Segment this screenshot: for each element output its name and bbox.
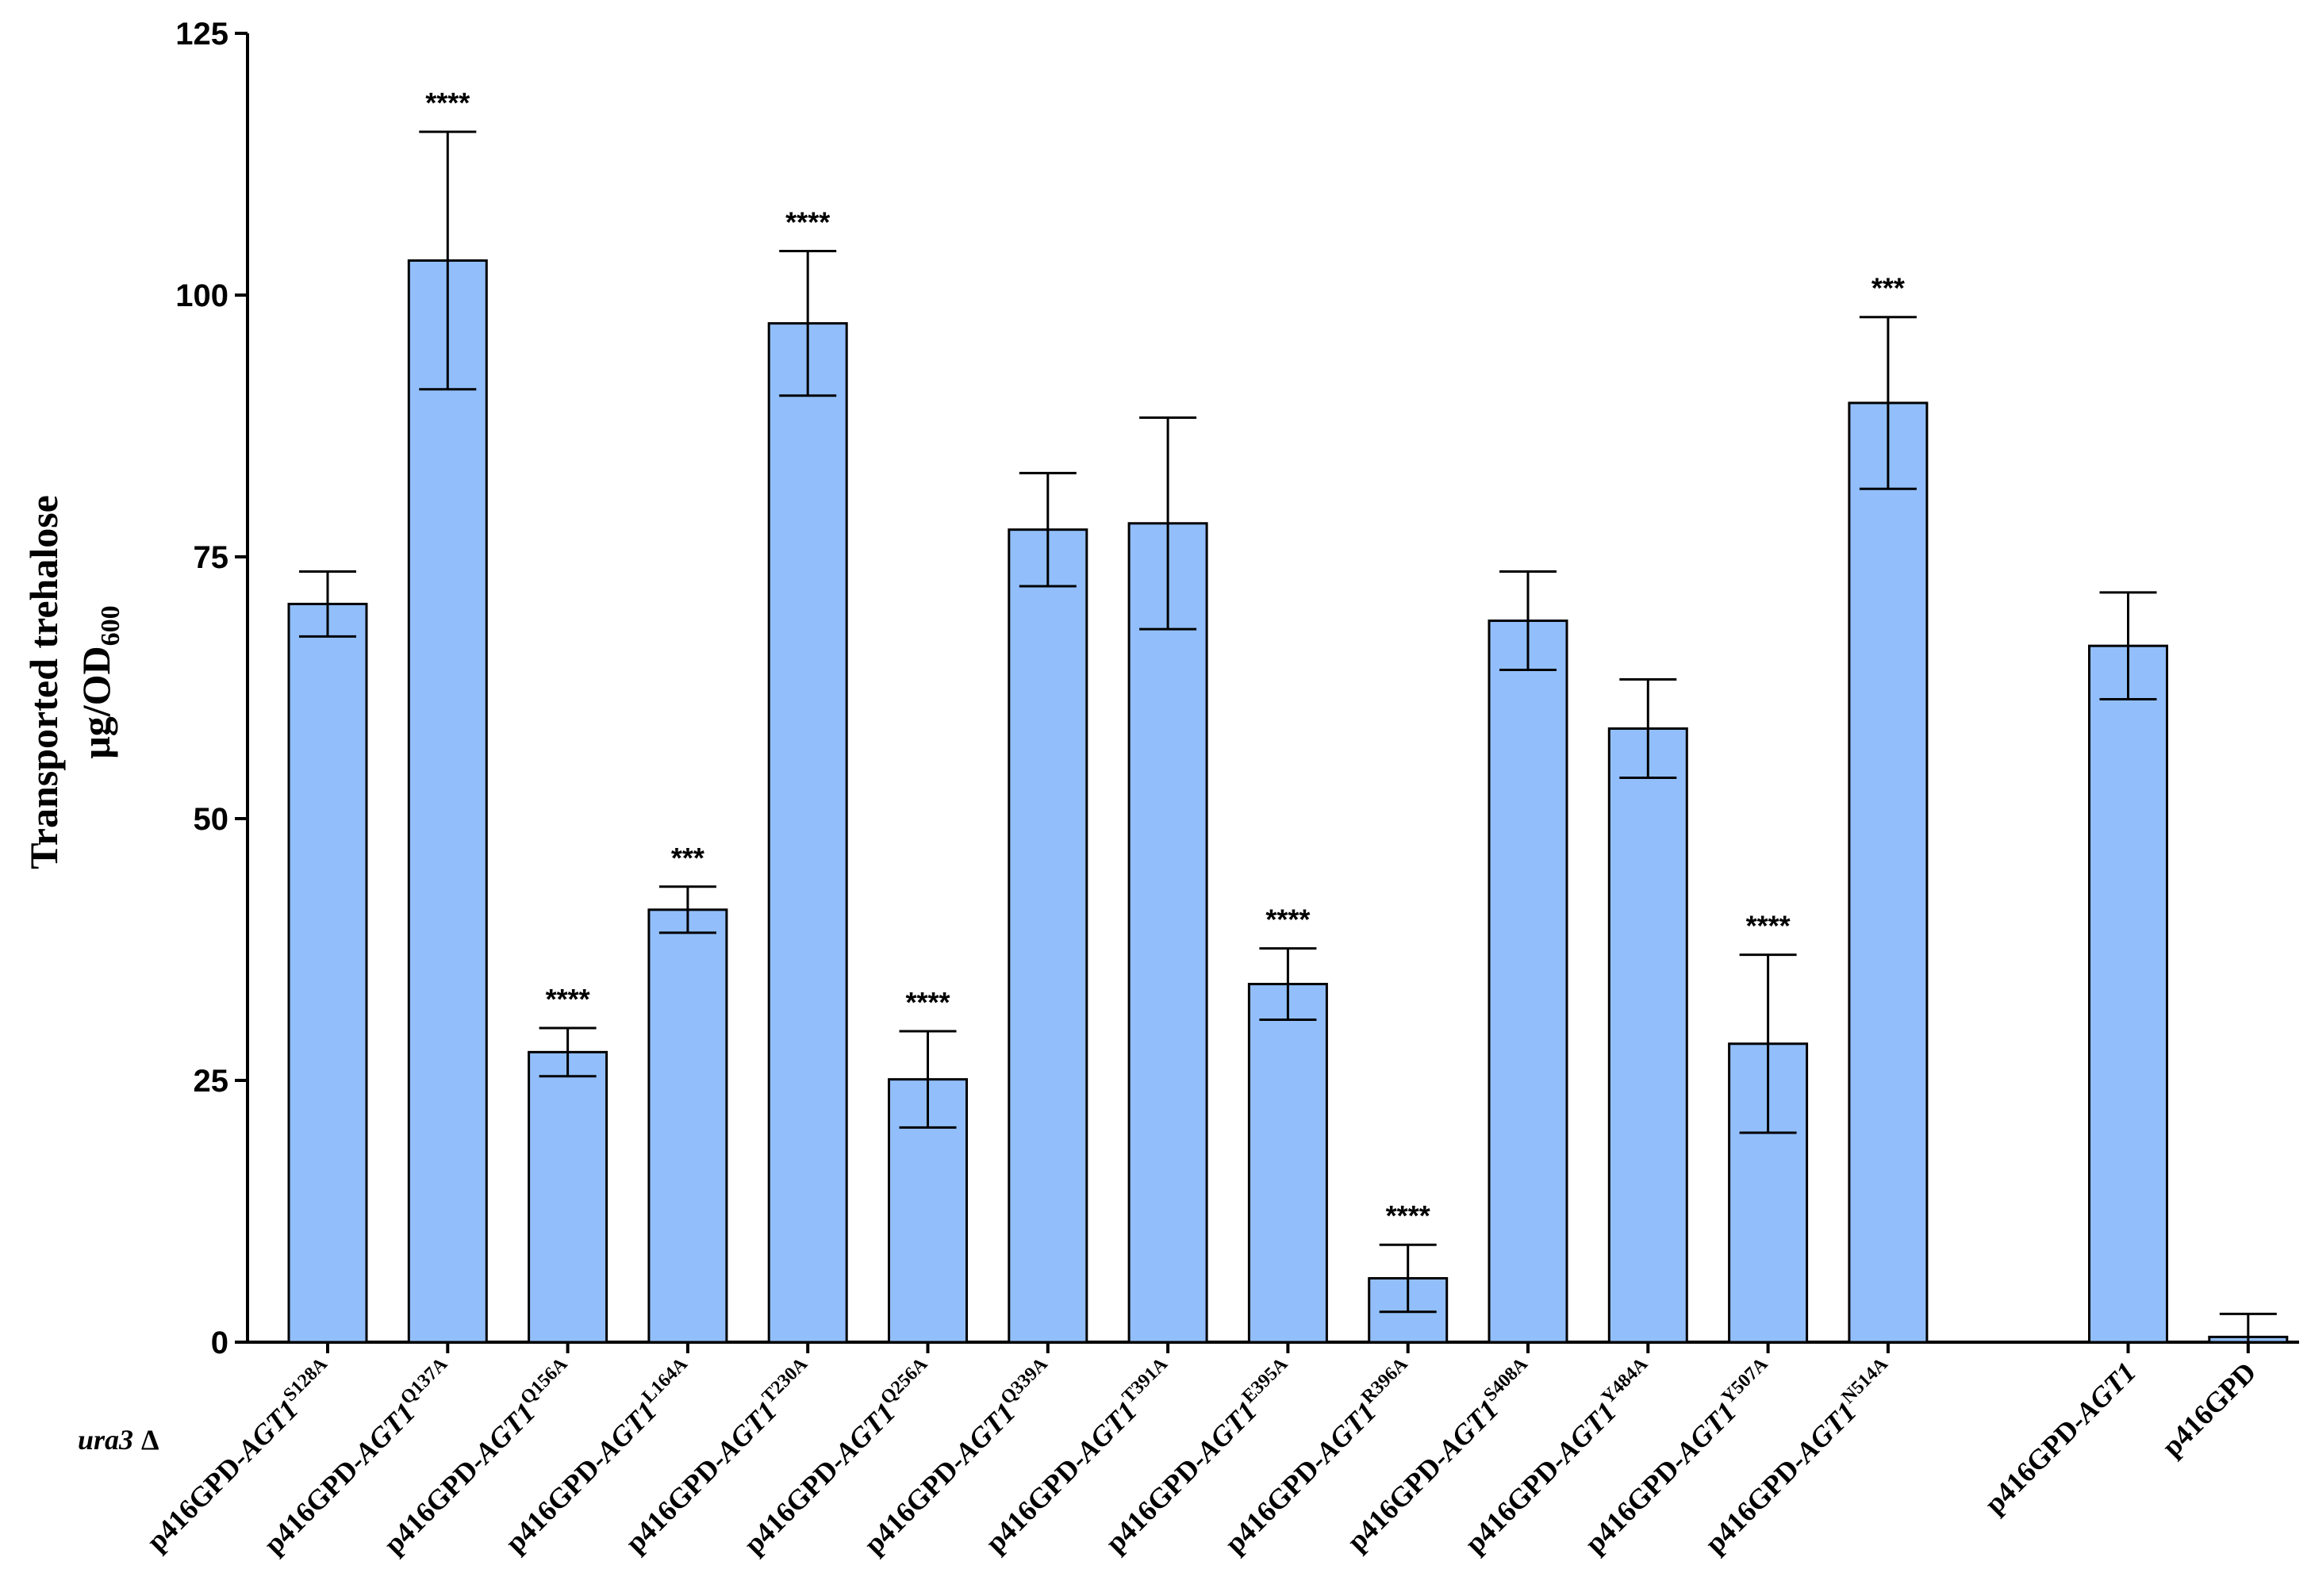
y-axis-label-units-main: μg/OD [74, 646, 118, 758]
category-label-mutation: N514A [1837, 1353, 1892, 1408]
bars [287, 259, 2289, 1344]
bar [287, 602, 368, 1344]
bar [1127, 522, 1208, 1344]
bar [647, 908, 728, 1344]
category-label-mutation: Q256A [877, 1353, 932, 1409]
bar [1488, 620, 1568, 1344]
strain-label: ura3 Δ [78, 1424, 159, 1456]
category-label-prefix: p416GPD- [499, 1445, 612, 1559]
category-label-prefix: p416GPD- [1100, 1445, 1213, 1559]
y-tick-label: 50 [194, 802, 229, 837]
category-label: p416GPD [2156, 1356, 2262, 1462]
bar [407, 259, 488, 1344]
y-tick-label: 100 [175, 278, 228, 313]
significance-labels: ********************************** [425, 86, 1905, 1232]
error-bars [299, 130, 2277, 1344]
category-label-mutation: E395A [1238, 1353, 1292, 1407]
y-tick-label: 0 [211, 1326, 228, 1360]
significance-label: *** [671, 842, 704, 874]
category-labels: p416GPD-AGT1S128Ap416GPD-AGT1Q137Ap416GP… [140, 1353, 2262, 1560]
y-tick-label: 125 [175, 17, 228, 52]
category-label-prefix: p416GPD [2156, 1356, 2262, 1462]
bar [2088, 644, 2168, 1344]
category-label-mutation: Q156A [516, 1353, 572, 1409]
category-label-prefix: p416GPD- [140, 1444, 254, 1557]
category-label-mutation: Q137A [397, 1353, 452, 1409]
significance-label: *** [1871, 272, 1905, 305]
category-label-mutation: Y507A [1718, 1353, 1772, 1408]
significance-label: **** [905, 986, 950, 1019]
category-label-prefix: p416GPD- [979, 1445, 1092, 1559]
x-axis [248, 1341, 2299, 1353]
category-label-mutation: T230A [758, 1353, 812, 1407]
bar [1607, 727, 1688, 1344]
significance-label: **** [425, 86, 470, 119]
y-axis-label-units-sub: 600 [96, 605, 125, 646]
bar [767, 322, 848, 1344]
category-label-mutation: S408A [1480, 1353, 1532, 1406]
bar [1848, 401, 1929, 1344]
category-label-prefix: p416GPD- [1579, 1446, 1692, 1560]
significance-label: **** [1386, 1199, 1430, 1232]
strain-label-symbol: Δ [141, 1424, 159, 1456]
significance-label: **** [1746, 910, 1791, 942]
strain-label-italic: ura3 [78, 1424, 133, 1456]
bar [528, 1050, 608, 1344]
category-label-prefix: p416GPD- [619, 1445, 732, 1559]
category-label-prefix: p416GPD- [1979, 1406, 2092, 1520]
category-label-prefix: p416GPD- [378, 1447, 491, 1560]
category-label-prefix: p416GPD- [1699, 1446, 1812, 1560]
category-label-prefix: p416GPD- [1219, 1446, 1332, 1560]
category-label-prefix: p416GPD- [1341, 1444, 1454, 1557]
category-label-prefix: p416GPD- [1459, 1446, 1572, 1560]
category-label-prefix: p416GPD- [258, 1447, 371, 1560]
y-axis: 0 25 50 75 100 125 [175, 17, 249, 1360]
category-label: p416GPD-AGT1 [1979, 1356, 2142, 1519]
category-label-mutation: L164A [638, 1353, 692, 1407]
category-label-mutation: Y484A [1598, 1353, 1653, 1408]
significance-label: **** [785, 206, 830, 239]
significance-label: **** [1265, 904, 1310, 936]
y-axis-label-units: μg/OD600 [74, 605, 125, 758]
category-label-mutation: Q339A [996, 1353, 1052, 1409]
category-label-prefix: p416GPD- [738, 1447, 851, 1560]
y-axis-label: Transported trehalose [21, 495, 66, 869]
bar [1247, 983, 1328, 1344]
category-label-mutation: S128A [279, 1353, 332, 1406]
y-tick-label: 75 [194, 540, 229, 575]
category-label-mutation: R396A [1357, 1353, 1412, 1408]
significance-label: **** [546, 983, 590, 1015]
category-label-mutation: T391A [1119, 1353, 1173, 1407]
bar [1008, 528, 1088, 1344]
y-axis-label-line1: Transported trehalose [21, 495, 66, 869]
category-label-prefix: p416GPD- [858, 1447, 971, 1560]
y-tick-label: 25 [194, 1064, 229, 1099]
